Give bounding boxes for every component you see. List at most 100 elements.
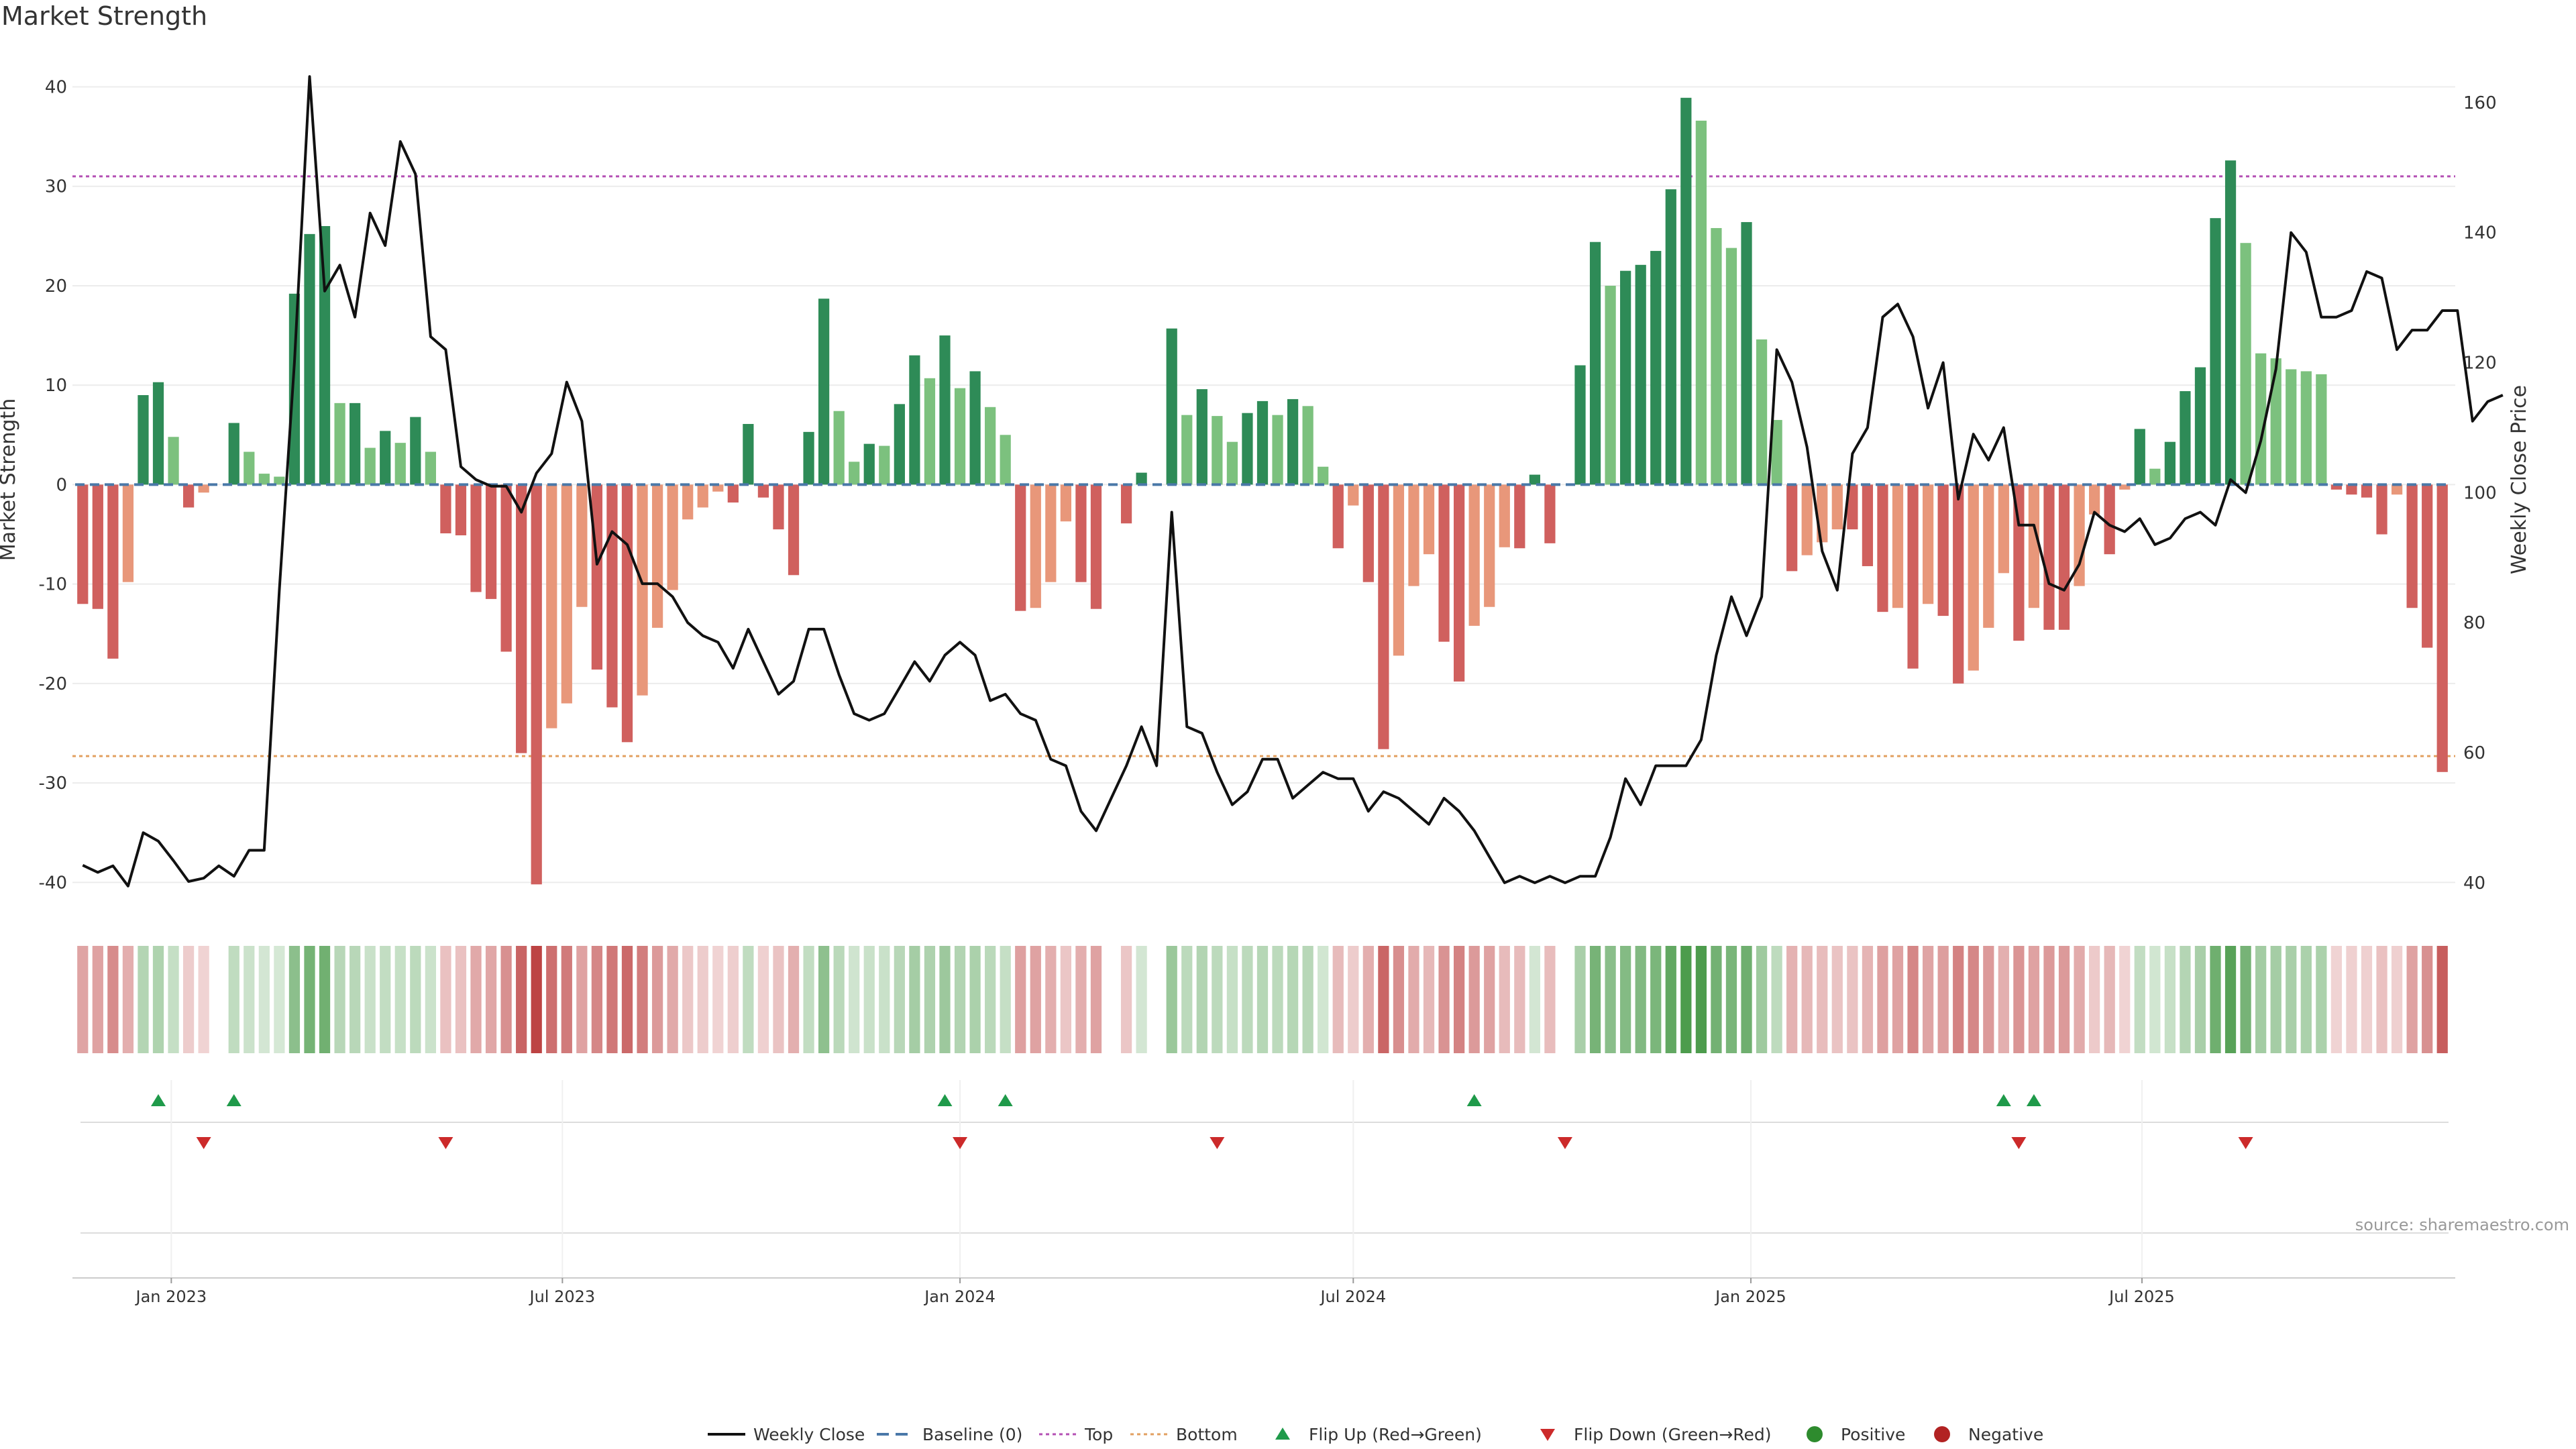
- strength-bar: [1060, 484, 1071, 522]
- strength-bar: [682, 484, 694, 520]
- heat-cell: [606, 946, 618, 1053]
- strength-bar: [198, 484, 209, 493]
- strength-bar: [1953, 484, 1964, 684]
- heat-cell: [1302, 946, 1313, 1053]
- legend-negative-swatch: [1934, 1426, 1950, 1442]
- strength-bar: [2286, 369, 2297, 485]
- strength-bar: [1181, 415, 1193, 485]
- strength-bar: [380, 431, 391, 485]
- strength-bar: [2074, 484, 2085, 586]
- strength-bar: [2361, 484, 2373, 498]
- strength-bar: [1454, 484, 1465, 682]
- heat-cell: [1801, 946, 1813, 1053]
- heat-cell: [1574, 946, 1586, 1053]
- heat-cell: [727, 946, 739, 1053]
- heat-cell: [1181, 946, 1193, 1053]
- strength-bar: [77, 484, 89, 604]
- strength-bar: [1362, 484, 1374, 582]
- heat-cell: [440, 946, 451, 1053]
- x-tick-label: Jul 2024: [1319, 1287, 1386, 1306]
- heat-cell: [1196, 946, 1208, 1053]
- y-tick-label-right: 160: [2463, 93, 2497, 113]
- heat-cell: [2406, 946, 2418, 1053]
- heat-cell: [2346, 946, 2357, 1053]
- strength-bar: [440, 484, 451, 534]
- heat-cell: [1438, 946, 1450, 1053]
- heat-cell: [757, 946, 769, 1053]
- heat-cell: [1484, 946, 1495, 1053]
- heat-cell: [2286, 946, 2297, 1053]
- heat-cell: [818, 946, 830, 1053]
- strength-bar: [1302, 406, 1313, 485]
- flip-down-marker: [438, 1137, 453, 1149]
- source-credit: source: sharemaestro.com: [2355, 1216, 2569, 1234]
- heat-cell: [924, 946, 936, 1053]
- strength-bar: [637, 484, 648, 696]
- strength-bar: [773, 484, 784, 530]
- heat-cell: [591, 946, 603, 1053]
- strength-bar: [1045, 484, 1057, 582]
- heat-cell: [2300, 946, 2312, 1053]
- flip-up-marker: [998, 1094, 1013, 1106]
- heat-cell: [2180, 946, 2191, 1053]
- strength-bar: [1468, 484, 1480, 626]
- y-tick-label-left: 40: [45, 77, 67, 97]
- strength-bar: [894, 404, 905, 485]
- strength-bar: [1015, 484, 1026, 611]
- heat-cell: [1226, 946, 1238, 1053]
- heat-cell: [350, 946, 361, 1053]
- heat-cell: [1756, 946, 1768, 1053]
- strength-bar: [743, 423, 754, 485]
- strength-bar: [591, 484, 603, 670]
- strength-bar: [455, 484, 467, 536]
- strength-bar: [1907, 484, 1919, 669]
- strength-bar: [667, 484, 678, 590]
- strength-bar: [516, 484, 527, 753]
- strength-bar: [1318, 466, 1329, 485]
- strength-bar: [924, 378, 936, 485]
- heat-cell: [2330, 946, 2343, 1053]
- strength-bar: [1408, 484, 1419, 586]
- strength-bar: [1741, 222, 1752, 485]
- strength-bar: [985, 407, 996, 485]
- heat-cell: [455, 946, 467, 1053]
- heat-cell: [1529, 946, 1540, 1053]
- heat-cell: [2422, 946, 2433, 1053]
- strength-bar: [2270, 358, 2282, 485]
- y-tick-label-right: 80: [2463, 613, 2485, 633]
- heat-cell: [788, 946, 800, 1053]
- strength-bar: [1892, 484, 1904, 608]
- heat-cell: [2270, 946, 2282, 1053]
- strength-bar: [2089, 484, 2100, 515]
- heat-cell: [803, 946, 814, 1053]
- strength-bar: [1212, 416, 1223, 485]
- strength-bar: [712, 484, 724, 492]
- heat-cell: [2089, 946, 2100, 1053]
- heat-cell: [2149, 946, 2161, 1053]
- strength-bar: [2422, 484, 2433, 648]
- heat-cell: [2013, 946, 2025, 1053]
- flip-down-marker: [1557, 1137, 1572, 1149]
- strength-bar: [939, 335, 951, 485]
- heat-cell: [1877, 946, 1888, 1053]
- heat-cell: [1983, 946, 1994, 1053]
- strength-bar: [92, 484, 103, 609]
- heat-cell: [2224, 946, 2237, 1053]
- x-tick-label: Jan 2023: [134, 1287, 207, 1306]
- strength-bar: [909, 355, 920, 485]
- heat-cell: [1847, 946, 1858, 1053]
- heat-cell: [2164, 946, 2176, 1053]
- heat-cell: [1544, 946, 1556, 1053]
- y-tick-label-right: 40: [2463, 873, 2485, 894]
- strength-bar: [697, 484, 708, 508]
- strength-bar: [334, 402, 345, 485]
- y-tick-label-right: 140: [2463, 223, 2497, 244]
- heat-cell: [1635, 946, 1646, 1053]
- strength-bar: [2376, 484, 2387, 535]
- heat-cell: [1015, 946, 1026, 1053]
- heat-cell: [1332, 946, 1344, 1053]
- y-tick-label-left: -10: [39, 575, 67, 595]
- heat-cell: [198, 946, 209, 1053]
- heat-cell: [985, 946, 996, 1053]
- heat-cell: [833, 946, 845, 1053]
